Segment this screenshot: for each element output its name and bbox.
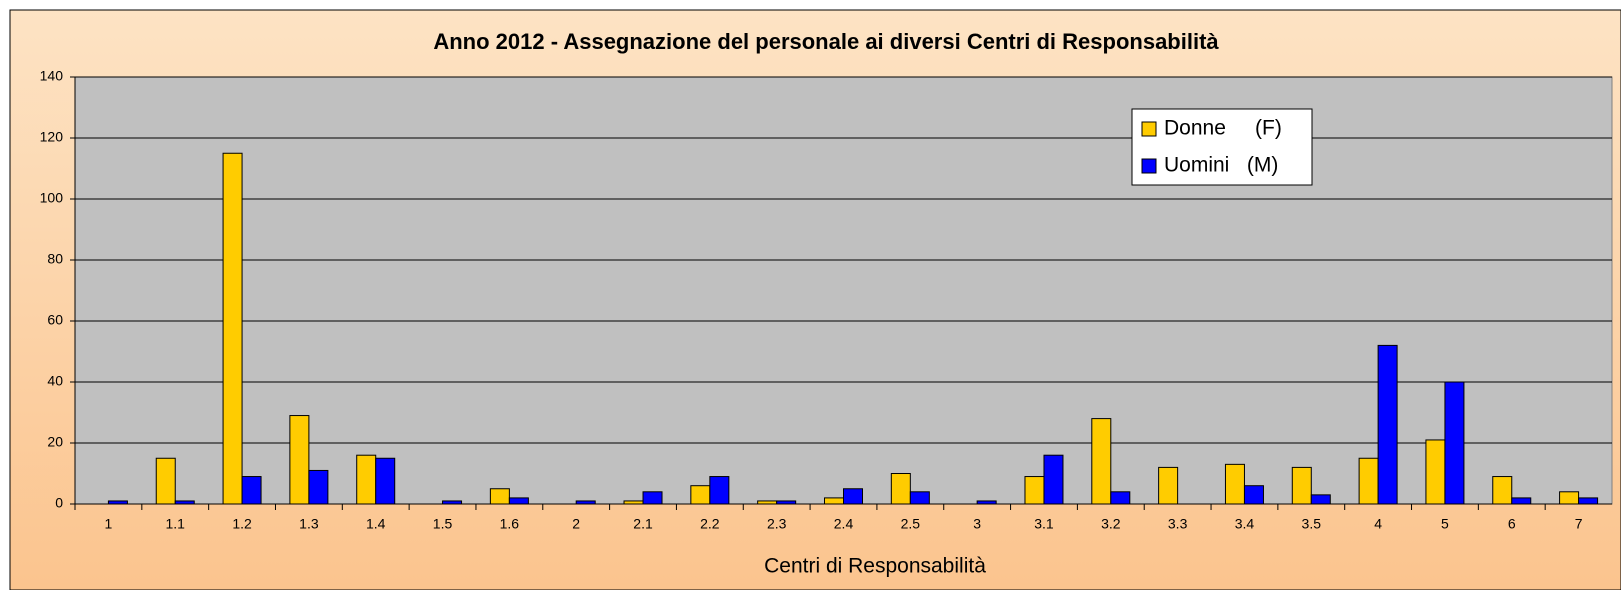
bar [289,415,310,505]
legend-label: Uomini (M) [1164,154,1278,177]
x-tick-label: 3.3 [1168,516,1188,532]
bar [241,476,262,505]
x-tick-label: 1.4 [366,516,386,532]
bar [1158,466,1179,505]
y-tick-label: 60 [47,312,63,328]
bar [843,488,863,505]
x-tick-label: 2.5 [901,516,921,532]
y-tick-label: 120 [40,129,64,145]
bar [508,497,529,505]
bar [1243,485,1264,505]
bar [1559,491,1580,505]
bar [690,485,711,505]
bar [1358,457,1379,505]
bar [489,488,510,505]
bar [1377,344,1398,505]
bar [642,491,663,505]
legend-swatch [1141,158,1157,174]
plot-area [74,76,1613,505]
bar [890,473,911,505]
x-tick-label: 2.2 [700,516,720,532]
x-tick-label: 3.5 [1302,516,1322,532]
y-tick-label: 100 [40,190,64,206]
y-tick-label: 40 [47,373,63,389]
x-tick-label: 1.2 [232,516,252,532]
x-tick-label: 2.3 [767,516,787,532]
bar [1043,454,1064,505]
x-tick-label: 1.1 [166,516,186,532]
x-tick-label: 3 [973,516,981,532]
chart-title: Anno 2012 - Assegnazione del personale a… [433,29,1219,54]
legend-swatch [1141,121,1157,137]
bar [356,454,377,505]
x-axis-title: Centri di Responsabilità [764,555,986,578]
x-tick-label: 1.6 [500,516,520,532]
bar [1444,381,1465,505]
y-tick-label: 140 [40,68,64,84]
x-tick-label: 2.4 [834,516,854,532]
x-tick-label: 1 [105,516,113,532]
bar [1578,497,1599,505]
bar [1492,476,1513,505]
bar [1291,466,1312,505]
bar [1110,491,1131,505]
bar [909,491,930,505]
bar [1024,476,1045,505]
x-tick-label: 4 [1374,516,1382,532]
y-tick-label: 80 [47,251,63,267]
x-tick-label: 3.2 [1101,516,1121,532]
x-tick-label: 2.1 [633,516,653,532]
x-tick-label: 2 [572,516,580,532]
x-tick-label: 6 [1508,516,1516,532]
x-tick-label: 7 [1575,516,1583,532]
x-tick-label: 1.5 [433,516,453,532]
bar [1091,418,1112,505]
y-tick-label: 20 [47,434,63,450]
legend-box [1131,108,1313,186]
bar [1511,497,1532,505]
bar [1425,439,1446,505]
x-tick-label: 5 [1441,516,1449,532]
bar [1310,494,1331,505]
legend-label: Donne (F) [1164,117,1282,140]
y-tick-label: 0 [55,495,63,511]
x-tick-label: 3.1 [1034,516,1054,532]
x-tick-label: 1.3 [299,516,319,532]
bar [308,469,329,505]
bar [222,152,243,505]
bar [375,457,396,505]
bar [1224,463,1245,505]
bar [824,497,844,505]
x-tick-label: 3.4 [1235,516,1255,532]
bar [709,476,730,505]
bar [155,457,176,505]
legend: Donne (F) Uomini (M) [1131,108,1313,186]
